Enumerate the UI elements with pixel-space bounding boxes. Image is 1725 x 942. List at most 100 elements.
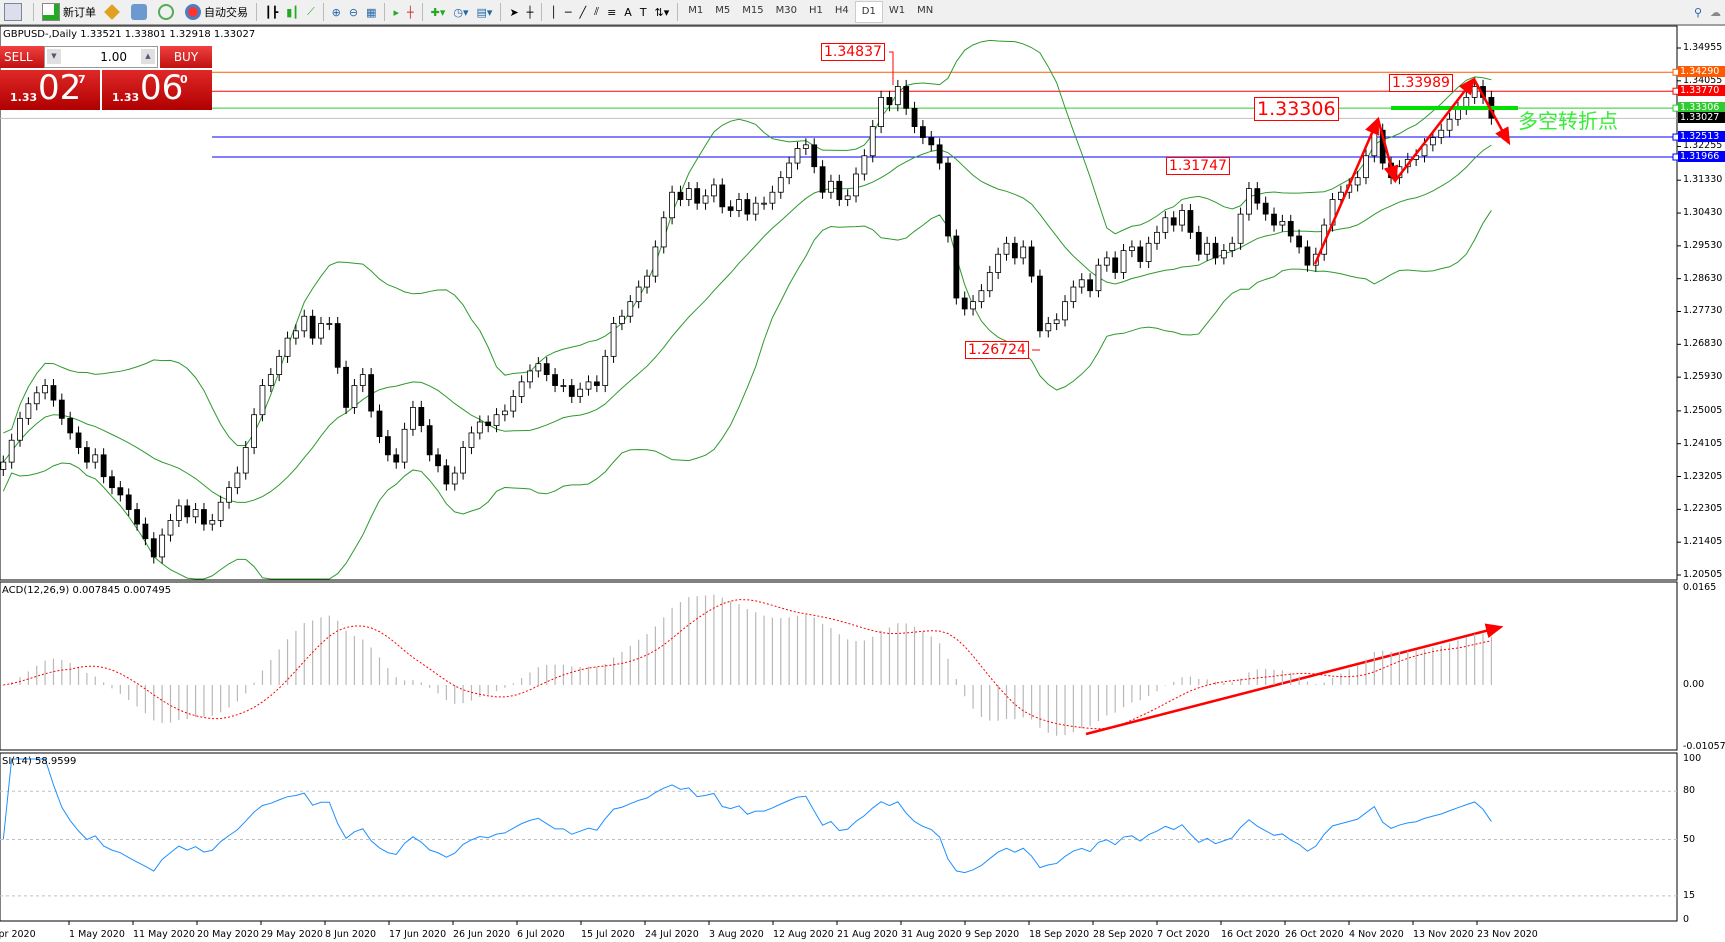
candle (577, 388, 584, 397)
candle (903, 86, 910, 109)
bar-chart-button[interactable]: ┃┣ (265, 5, 279, 19)
price-line-label[interactable]: 1.31966 (1678, 151, 1725, 162)
chart-shift-button[interactable]: ┼ (407, 5, 414, 19)
lot-size-input[interactable]: ▼ 1.00 ▲ (44, 46, 158, 68)
annotation-high[interactable]: 1.34837 (821, 43, 885, 61)
line-chart-button[interactable]: ⟋ (306, 5, 315, 18)
candle (259, 385, 266, 416)
fibo-fan-button[interactable]: ≡ (607, 5, 617, 19)
lot-increase-button[interactable]: ▲ (141, 49, 155, 64)
price-axis-label: 1.22305 (1683, 503, 1723, 515)
crosshair-button[interactable]: ┼ (526, 5, 534, 19)
candle (309, 315, 316, 339)
zoom-in-button[interactable]: ⊕ (331, 5, 341, 19)
trendline-button[interactable]: ╱ (579, 5, 587, 19)
timeframe-m1[interactable]: M1 (688, 5, 704, 16)
date-axis-label: 9 Sep 2020 (965, 929, 1020, 940)
candle (1363, 155, 1369, 179)
zoom-out-button[interactable]: ⊖ (348, 5, 359, 19)
annotation-recent-high[interactable]: 1.33989 (1389, 74, 1453, 92)
candle (134, 509, 140, 525)
navigator-icon (131, 4, 147, 20)
candle (175, 505, 182, 521)
new-order-label: 新订单 (63, 6, 96, 19)
buy-price[interactable]: 1.33 06 0 (102, 68, 212, 110)
price-line-label[interactable]: 1.32513 (1678, 131, 1725, 143)
fibonacci-button[interactable]: ⫽ (594, 5, 600, 18)
candle (518, 381, 525, 397)
signals-button[interactable] (154, 2, 181, 22)
candle (50, 385, 57, 401)
date-axis-label: 31 Aug 2020 (901, 929, 962, 940)
cursor-button[interactable]: ➤ (509, 5, 519, 19)
candle (861, 155, 868, 175)
candle (75, 432, 82, 448)
text-label-button[interactable]: T (639, 5, 647, 19)
price-line-label[interactable]: 1.33770 (1678, 85, 1725, 97)
horizontal-line-button[interactable]: ─ (564, 5, 572, 19)
rsi-panel-frame (0, 752, 1678, 922)
candle-chart-button[interactable]: ▮┃ (286, 5, 299, 19)
date-axis-label: 8 Jun 2020 (325, 929, 377, 940)
search-icon[interactable]: ⚲ (1693, 5, 1702, 19)
annotation-mid[interactable]: 1.31747 (1166, 157, 1230, 175)
auto-trading-label: 自动交易 (204, 6, 248, 19)
annotation-low[interactable]: 1.26724 (965, 341, 1029, 359)
candle (33, 392, 40, 405)
candle (828, 180, 834, 193)
candle (1112, 257, 1119, 273)
new-order-icon (42, 3, 60, 21)
candle (167, 520, 174, 536)
indicators-button[interactable]: ✚▾ (430, 5, 446, 19)
price-axis-label: 1.32255 (1683, 140, 1723, 152)
templates-button[interactable]: ▤▾ (476, 5, 493, 19)
candle (1170, 217, 1177, 226)
date-axis-label: 23 Nov 2020 (1477, 929, 1538, 940)
vertical-line-button[interactable]: │ (550, 5, 557, 19)
date-axis-label: 24 Jul 2020 (645, 929, 699, 940)
community-icon[interactable]: ☁ (1710, 5, 1721, 19)
timeframe-w1[interactable]: W1 (888, 5, 906, 16)
divider (322, 3, 324, 21)
rsi-axis-label: 80 (1683, 785, 1696, 797)
timeframe-m30[interactable]: M30 (775, 5, 798, 16)
price-line-label[interactable]: 1.33027 (1678, 112, 1725, 124)
pivot-text[interactable]: 多空转折点 (1518, 109, 1618, 133)
lot-decrease-button[interactable]: ▼ (47, 49, 61, 64)
candle (1429, 137, 1436, 146)
sell-price[interactable]: 1.33 02 7 (0, 68, 100, 110)
timeframe-h1[interactable]: H1 (809, 5, 823, 16)
text-button[interactable]: A (624, 5, 632, 19)
chart-icon[interactable] (0, 2, 29, 22)
candle (1187, 210, 1194, 233)
candle (1053, 319, 1060, 324)
candle (343, 366, 349, 408)
price-line-label[interactable]: 1.33306 (1678, 102, 1725, 114)
periods-button[interactable]: ◷▾ (453, 5, 469, 19)
autoscroll-button[interactable]: ▸ (393, 5, 400, 19)
timeframe-m5[interactable]: M5 (715, 5, 731, 16)
candle (535, 363, 542, 372)
navigator-button[interactable] (127, 2, 154, 22)
timeframe-h4[interactable]: H4 (834, 5, 849, 16)
sell-button[interactable]: SELL (0, 46, 56, 68)
price-line-label[interactable]: 1.34290 (1678, 66, 1725, 78)
candle (811, 144, 818, 168)
macd-label: ACD(12,26,9) 0.007845 0.007495 (2, 585, 172, 596)
candle (226, 487, 232, 503)
macd-signal-line (3, 599, 1492, 730)
tile-button[interactable]: ▦ (366, 5, 377, 19)
annotation-pivot[interactable]: 1.33306 (1254, 97, 1339, 121)
arrows-button[interactable]: ⇅▾ (654, 5, 670, 19)
candle (1020, 246, 1027, 259)
new-order-button[interactable]: 新订单 (38, 2, 100, 22)
timeframe-m15[interactable]: M15 (742, 5, 764, 16)
auto-trading-button[interactable]: 自动交易 (181, 2, 252, 22)
date-axis-label: 3 Aug 2020 (709, 929, 764, 940)
buy-button[interactable]: BUY (160, 46, 212, 68)
candle (1179, 210, 1185, 226)
timeframe-mn[interactable]: MN (917, 5, 934, 16)
chart-info: GBPUSD-,Daily 1.33521 1.33801 1.32918 1.… (3, 29, 256, 40)
timeframe-d1[interactable]: D1 (854, 1, 883, 23)
